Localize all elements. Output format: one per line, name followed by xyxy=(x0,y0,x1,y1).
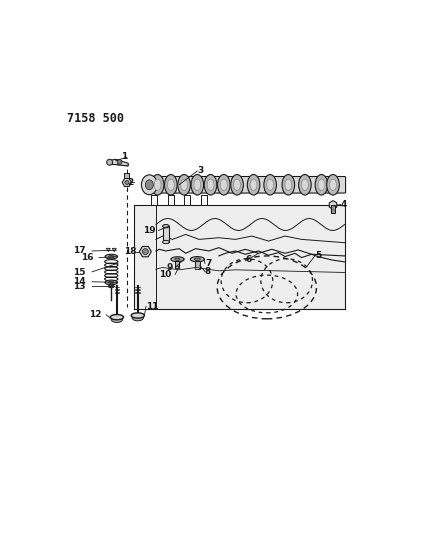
Ellipse shape xyxy=(263,174,276,195)
Ellipse shape xyxy=(180,179,187,190)
Ellipse shape xyxy=(174,258,180,261)
Ellipse shape xyxy=(190,174,203,195)
Circle shape xyxy=(124,181,129,184)
Ellipse shape xyxy=(266,179,273,190)
Ellipse shape xyxy=(230,174,243,195)
Text: 11: 11 xyxy=(146,302,158,311)
Ellipse shape xyxy=(170,257,184,262)
Text: 18: 18 xyxy=(123,247,136,256)
Ellipse shape xyxy=(108,281,114,284)
Polygon shape xyxy=(106,248,110,252)
Bar xyxy=(175,261,179,268)
Ellipse shape xyxy=(207,179,213,190)
Ellipse shape xyxy=(164,174,177,195)
Text: 16: 16 xyxy=(81,253,93,262)
Text: 5: 5 xyxy=(314,252,320,261)
Text: 3: 3 xyxy=(197,166,203,175)
Text: 14: 14 xyxy=(73,277,86,286)
Text: 8: 8 xyxy=(204,267,211,276)
FancyBboxPatch shape xyxy=(145,176,345,193)
Ellipse shape xyxy=(131,313,144,318)
Ellipse shape xyxy=(108,285,114,288)
Ellipse shape xyxy=(105,254,117,259)
Text: 1: 1 xyxy=(120,152,127,161)
Ellipse shape xyxy=(141,175,157,195)
Ellipse shape xyxy=(233,179,240,190)
Text: 7: 7 xyxy=(204,259,211,268)
Text: 6: 6 xyxy=(245,255,251,264)
Polygon shape xyxy=(122,179,131,187)
Ellipse shape xyxy=(314,174,327,195)
Ellipse shape xyxy=(175,266,179,269)
Ellipse shape xyxy=(284,179,291,190)
Ellipse shape xyxy=(220,179,227,190)
Ellipse shape xyxy=(162,224,169,228)
Ellipse shape xyxy=(111,317,122,322)
Circle shape xyxy=(142,249,148,255)
Ellipse shape xyxy=(301,179,308,190)
Ellipse shape xyxy=(110,314,123,320)
Text: 10: 10 xyxy=(159,270,171,279)
Ellipse shape xyxy=(151,174,164,195)
Polygon shape xyxy=(112,248,116,252)
Polygon shape xyxy=(139,246,151,257)
Circle shape xyxy=(106,159,112,165)
Ellipse shape xyxy=(132,315,143,321)
Ellipse shape xyxy=(105,280,117,285)
Ellipse shape xyxy=(162,240,169,244)
Circle shape xyxy=(117,159,121,164)
Text: 15: 15 xyxy=(73,268,86,277)
Polygon shape xyxy=(328,200,336,209)
Ellipse shape xyxy=(193,179,200,190)
Ellipse shape xyxy=(282,174,294,195)
Ellipse shape xyxy=(190,256,204,262)
Ellipse shape xyxy=(154,179,161,190)
Text: 9: 9 xyxy=(166,263,172,272)
Bar xyxy=(162,226,169,242)
Ellipse shape xyxy=(247,174,259,195)
Text: 12: 12 xyxy=(89,310,101,319)
Text: 2: 2 xyxy=(127,178,133,187)
Text: 13: 13 xyxy=(73,282,86,291)
Ellipse shape xyxy=(326,174,339,195)
Ellipse shape xyxy=(194,258,200,261)
Ellipse shape xyxy=(298,174,311,195)
Bar xyxy=(124,173,129,178)
Text: 17: 17 xyxy=(73,246,86,255)
Ellipse shape xyxy=(195,268,199,270)
Ellipse shape xyxy=(145,180,153,190)
Ellipse shape xyxy=(317,179,324,190)
Bar xyxy=(330,205,334,213)
Text: 19: 19 xyxy=(143,226,155,235)
Ellipse shape xyxy=(167,179,174,190)
Text: 7158 500: 7158 500 xyxy=(66,112,123,125)
Text: 4: 4 xyxy=(340,200,346,209)
Ellipse shape xyxy=(177,174,190,195)
Bar xyxy=(134,205,344,309)
Ellipse shape xyxy=(250,179,256,190)
Ellipse shape xyxy=(108,255,114,258)
Ellipse shape xyxy=(204,174,216,195)
Bar xyxy=(195,261,199,269)
Polygon shape xyxy=(108,159,128,166)
Ellipse shape xyxy=(329,179,336,190)
Ellipse shape xyxy=(217,174,230,195)
